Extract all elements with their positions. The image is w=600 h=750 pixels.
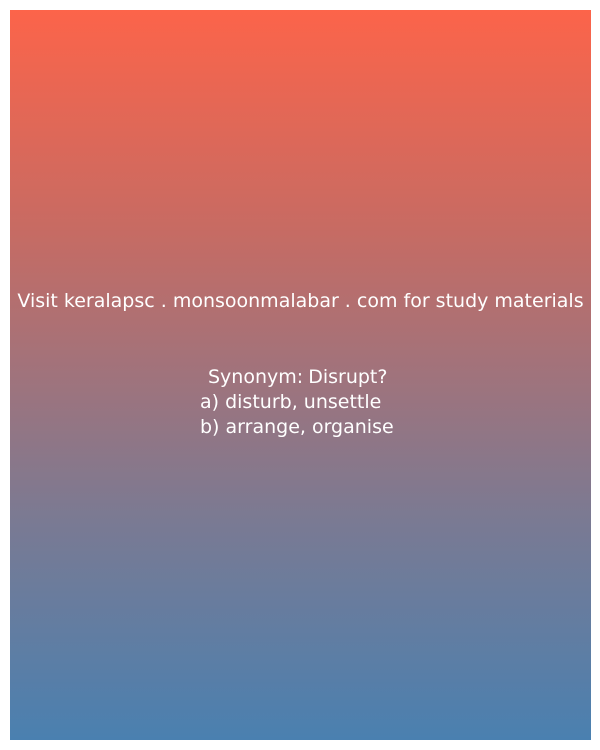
- option-a: a) disturb, unsettle: [200, 391, 382, 413]
- question-text: Synonym: Disrupt?: [208, 366, 388, 388]
- promo-text: Visit keralapsc . monsoonmalabar . com f…: [17, 290, 584, 312]
- option-b: b) arrange, organise: [200, 416, 394, 438]
- quiz-block: Synonym: Disrupt? a) disturb, unsettle b…: [200, 365, 460, 440]
- quiz-card: Visit keralapsc . monsoonmalabar . com f…: [10, 10, 591, 740]
